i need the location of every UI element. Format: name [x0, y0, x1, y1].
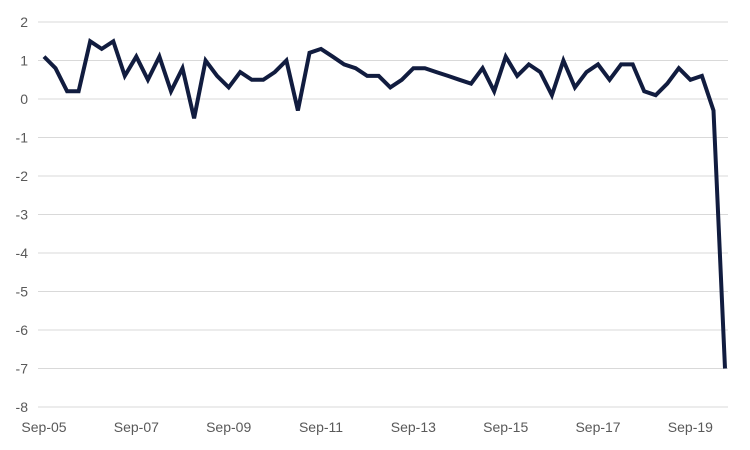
x-tick-label: Sep-17: [575, 419, 620, 435]
gridlines: [38, 21, 728, 408]
y-tick-label: 0: [20, 91, 28, 107]
y-tick-label: 1: [20, 53, 28, 69]
y-tick-label: -8: [16, 399, 29, 415]
series-line: [42, 38, 727, 369]
x-axis-tick-labels: Sep-05 Sep-07 Sep-09 Sep-11 Sep-13 Sep-15 Sep-…: [21, 419, 713, 435]
y-tick-label: -3: [16, 207, 29, 223]
x-tick-label: Sep-13: [391, 419, 436, 435]
x-tick-label: Sep-09: [206, 419, 251, 435]
x-tick-label: Sep-07: [114, 419, 159, 435]
y-tick-label: -4: [16, 245, 29, 261]
x-tick-label: Sep-15: [483, 419, 528, 435]
x-tick-label: Sep-05: [21, 419, 66, 435]
y-tick-label: 2: [20, 14, 28, 30]
y-tick-label: -5: [16, 284, 29, 300]
y-tick-label: -1: [16, 130, 29, 146]
y-axis-tick-labels: 2 1 0 -1 -2 -3 -4 -5 -6 -7 -8: [16, 14, 29, 415]
y-tick-label: -7: [16, 361, 29, 377]
series-layer: [42, 38, 727, 369]
x-tick-label: Sep-11: [299, 419, 343, 435]
y-tick-label: -2: [16, 168, 29, 184]
y-tick-label: -6: [16, 322, 29, 338]
x-tick-label: Sep-19: [668, 419, 713, 435]
